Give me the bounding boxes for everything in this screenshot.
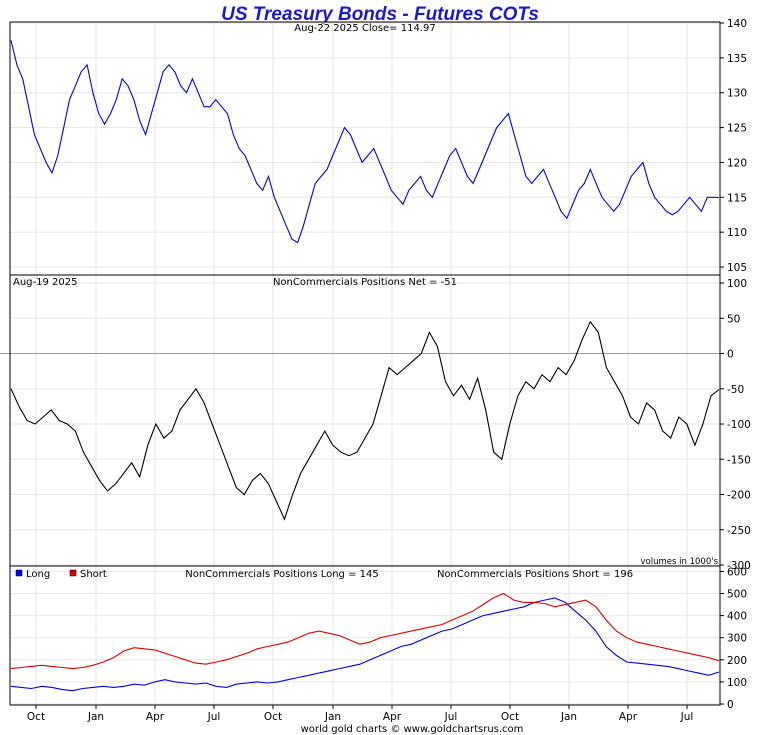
y-tick-label: -50	[727, 384, 744, 396]
y-tick-label: 120	[727, 157, 747, 169]
y-tick-label: 0	[727, 349, 734, 361]
panel-center-label: NonCommercials Positions Net = -51	[273, 277, 457, 288]
y-tick-label: 100	[727, 278, 747, 290]
series-line-2	[10, 320, 720, 521]
y-tick-label: 135	[727, 53, 747, 65]
y-tick-label: -100	[727, 419, 751, 431]
x-tick-label: Jul	[207, 711, 221, 723]
y-tick-label: 130	[727, 88, 747, 100]
panel-3: 0 100 200 300 400 500 600 NonCommercials Positi…	[9, 557, 747, 711]
series-line-short	[10, 592, 720, 670]
legend-swatch-long	[15, 569, 23, 577]
panel-1: 105 110 115 120 125 130 135 140 Aug-22 2025 Clos…	[9, 18, 747, 276]
y-tick-label: 115	[727, 192, 747, 204]
panel-frame	[9, 565, 721, 706]
volumes-note: volumes in 1000's	[641, 557, 719, 567]
y-tick-label: -200	[727, 490, 751, 502]
y-tick-label: 110	[727, 227, 747, 239]
x-axis: Oct Jan Apr Jul Oct Jan Apr Jul Oct Jan Apr Jul	[27, 705, 693, 723]
x-tick-label: Jan	[324, 711, 341, 723]
chart-panels: 105 110 115 120 125 130 135 140 Aug-22 2025 Clos…	[0, 18, 751, 711]
x-tick-label: Apr	[619, 711, 638, 723]
x-tick-label: Jan	[560, 711, 577, 723]
chart-footer: world gold charts © www.goldchartsrus.co…	[301, 724, 524, 735]
x-tick-label: Jan	[87, 711, 104, 723]
y-tick-label: 0	[727, 699, 734, 711]
series-line-long	[10, 597, 720, 692]
x-tick-label: Jul	[444, 711, 458, 723]
panel-center-label: Aug-22 2025 Close= 114.97	[294, 23, 435, 34]
y-tick-label: -300	[727, 560, 751, 572]
x-tick-label: Oct	[501, 711, 519, 723]
x-tick-label: Oct	[264, 711, 282, 723]
y-tick-label: 400	[727, 611, 747, 623]
y-tick-label: 105	[727, 262, 747, 274]
legend-label-long: Long	[26, 569, 50, 580]
y-tick-label: -250	[727, 525, 751, 537]
legend-swatch-short	[69, 569, 77, 577]
y-tick-label: -150	[727, 454, 751, 466]
panel-2: -300 -250 -200 -150 -100 -50 0 50 100 Aug-19 2025…	[0, 274, 751, 572]
panel-frame	[9, 21, 721, 276]
panel-date-label: Aug-19 2025	[13, 277, 78, 288]
panel-center-label: NonCommercials Positions Long = 145	[185, 569, 378, 580]
y-tick-label: 500	[727, 589, 747, 601]
x-tick-label: Oct	[27, 711, 45, 723]
y-tick-label: 100	[727, 677, 747, 689]
y-tick-label: 140	[727, 18, 747, 30]
legend-label-short: Short	[80, 569, 107, 580]
y-tick-label: 600	[727, 566, 747, 578]
series-line-1	[10, 40, 720, 244]
chart-title: US Treasury Bonds - Futures COTs	[221, 4, 539, 25]
y-tick-label: 125	[727, 123, 747, 135]
y-tick-label: 200	[727, 655, 747, 667]
panel-center-label-2: NonCommercials Positions Short = 196	[437, 569, 633, 580]
x-tick-label: Apr	[383, 711, 402, 723]
x-tick-label: Apr	[146, 711, 165, 723]
x-tick-label: Jul	[680, 711, 694, 723]
y-tick-label: 50	[727, 313, 740, 325]
y-tick-label: 300	[727, 633, 747, 645]
